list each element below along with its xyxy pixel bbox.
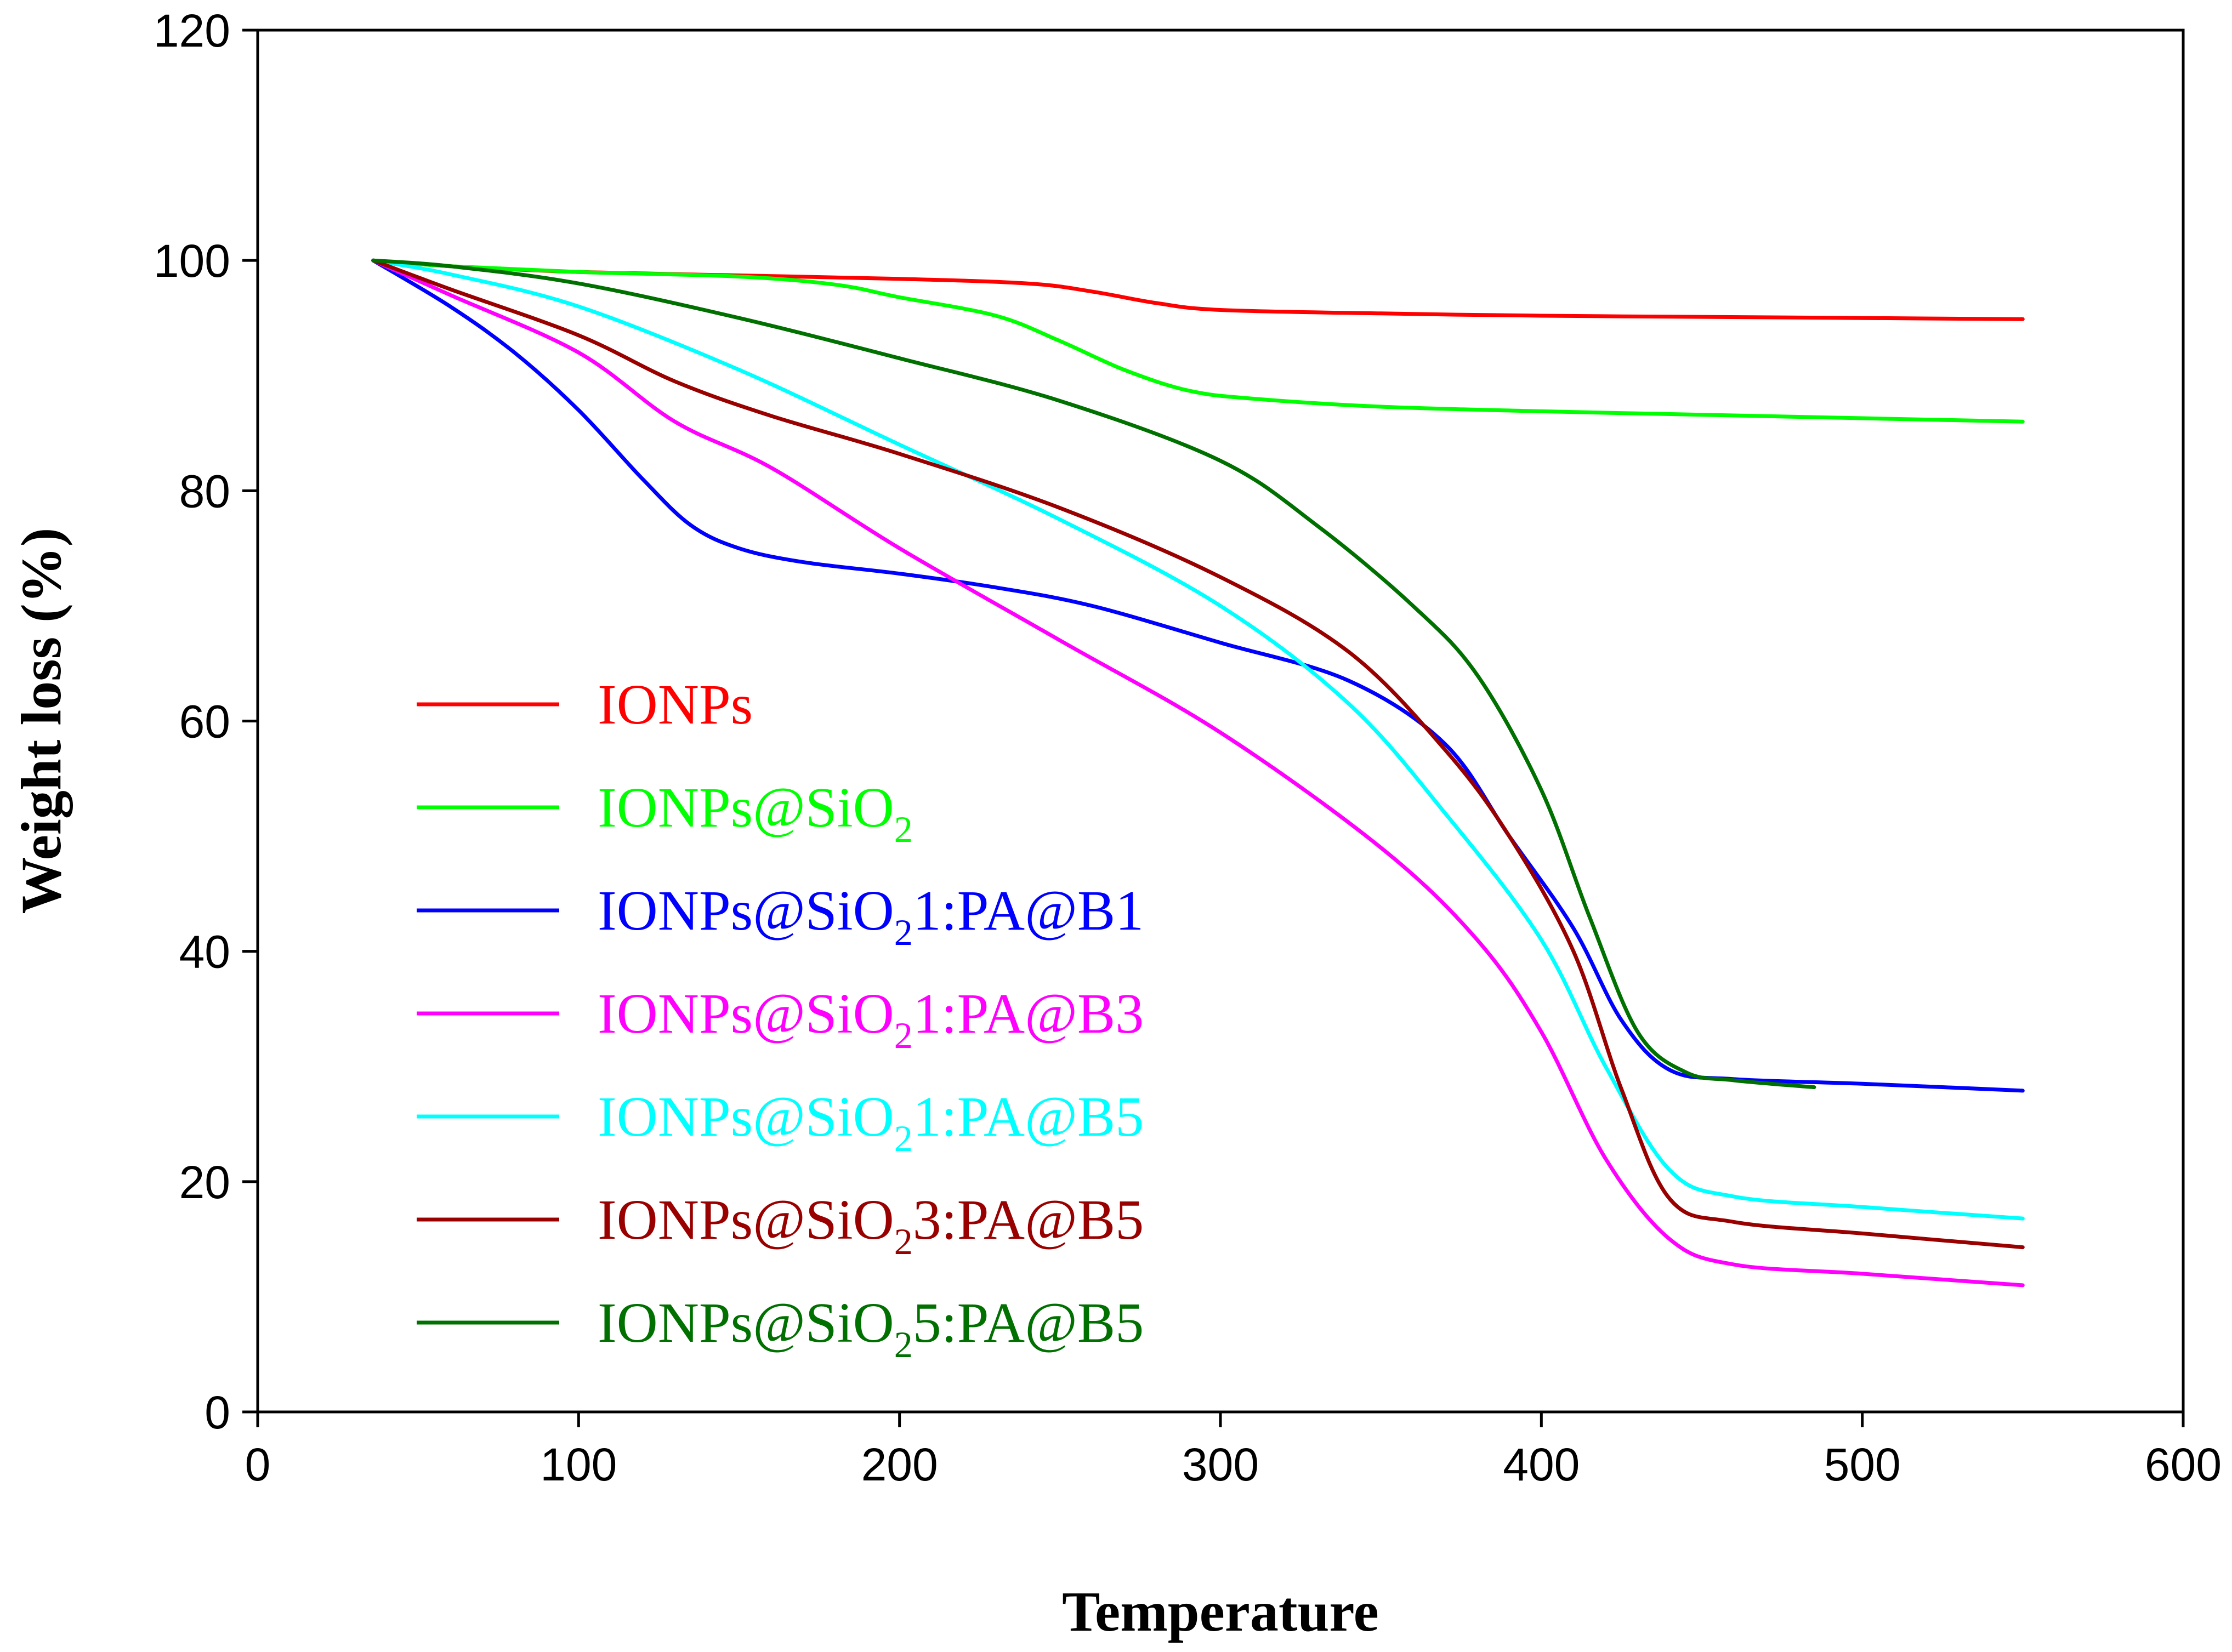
legend-label-subscript: 2	[894, 1015, 913, 1056]
legend-label-main: IONPs	[598, 673, 753, 736]
legend-label-tail: 1:PA@B5	[913, 1085, 1144, 1148]
series-line-7	[371, 258, 1816, 1090]
legend-label-subscript: 2	[894, 808, 913, 850]
series-line-3	[371, 258, 2025, 1093]
legend-label-main: IONPs@SiO	[598, 1085, 894, 1148]
legend-label: IONPs@SiO21:PA@B3	[598, 982, 1144, 1056]
legend-label: IONPs	[598, 673, 753, 736]
legend-label: IONPs@SiO23:PA@B5	[598, 1188, 1144, 1262]
legend: IONPsIONPs@SiO2IONPs@SiO21:PA@B1IONPs@Si…	[417, 673, 1144, 1365]
x-tick-label: 100	[540, 1439, 617, 1490]
series-line-5	[371, 258, 2025, 1221]
x-tick-label: 0	[245, 1439, 271, 1490]
y-axis-ticks: 0 20 40 60 80 100 120	[154, 5, 258, 1438]
y-tick-label: 40	[179, 926, 230, 978]
series-line-4	[371, 258, 2025, 1288]
x-tick-label: 400	[1503, 1439, 1580, 1490]
y-tick-label: 80	[179, 465, 230, 517]
y-tick-label: 0	[205, 1387, 230, 1438]
x-tick-label: 300	[1182, 1439, 1259, 1490]
legend-label-tail: 1:PA@B1	[913, 879, 1144, 942]
series-lines	[371, 258, 2025, 1288]
legend-label-main: IONPs@SiO	[598, 1188, 894, 1251]
legend-label-tail: 3:PA@B5	[913, 1188, 1144, 1251]
y-tick-label: 60	[179, 696, 230, 748]
legend-label-main: IONPs@SiO	[598, 879, 894, 942]
x-tick-label: 600	[2145, 1439, 2222, 1490]
legend-label-main: IONPs@SiO	[598, 982, 894, 1045]
x-tick-label: 500	[1824, 1439, 1901, 1490]
legend-label-tail: 5:PA@B5	[913, 1291, 1144, 1354]
y-tick-label: 120	[154, 5, 230, 56]
y-axis-title: Weight loss (%)	[10, 528, 73, 914]
x-axis-ticks: 0 100 200 300 400 500 600	[245, 1412, 2222, 1490]
legend-label-subscript: 2	[894, 1324, 913, 1365]
series-line-6	[371, 258, 2025, 1250]
legend-label: IONPs@SiO21:PA@B1	[598, 879, 1144, 953]
legend-label-subscript: 2	[894, 912, 913, 953]
legend-label-subscript: 2	[894, 1118, 913, 1159]
legend-label: IONPs@SiO25:PA@B5	[598, 1291, 1144, 1365]
x-axis-title: Temperature	[1062, 1580, 1379, 1643]
y-tick-label: 20	[179, 1157, 230, 1208]
legend-label-tail: 1:PA@B3	[913, 982, 1144, 1045]
legend-label: IONPs@SiO21:PA@B5	[598, 1085, 1144, 1159]
legend-label-main: IONPs@SiO	[598, 1291, 894, 1354]
legend-label: IONPs@SiO2	[598, 776, 913, 850]
legend-label-subscript: 2	[894, 1221, 913, 1262]
x-tick-label: 200	[861, 1439, 938, 1490]
legend-label-main: IONPs@SiO	[598, 776, 894, 839]
y-tick-label: 100	[154, 235, 230, 287]
series-line-2	[371, 258, 2025, 424]
